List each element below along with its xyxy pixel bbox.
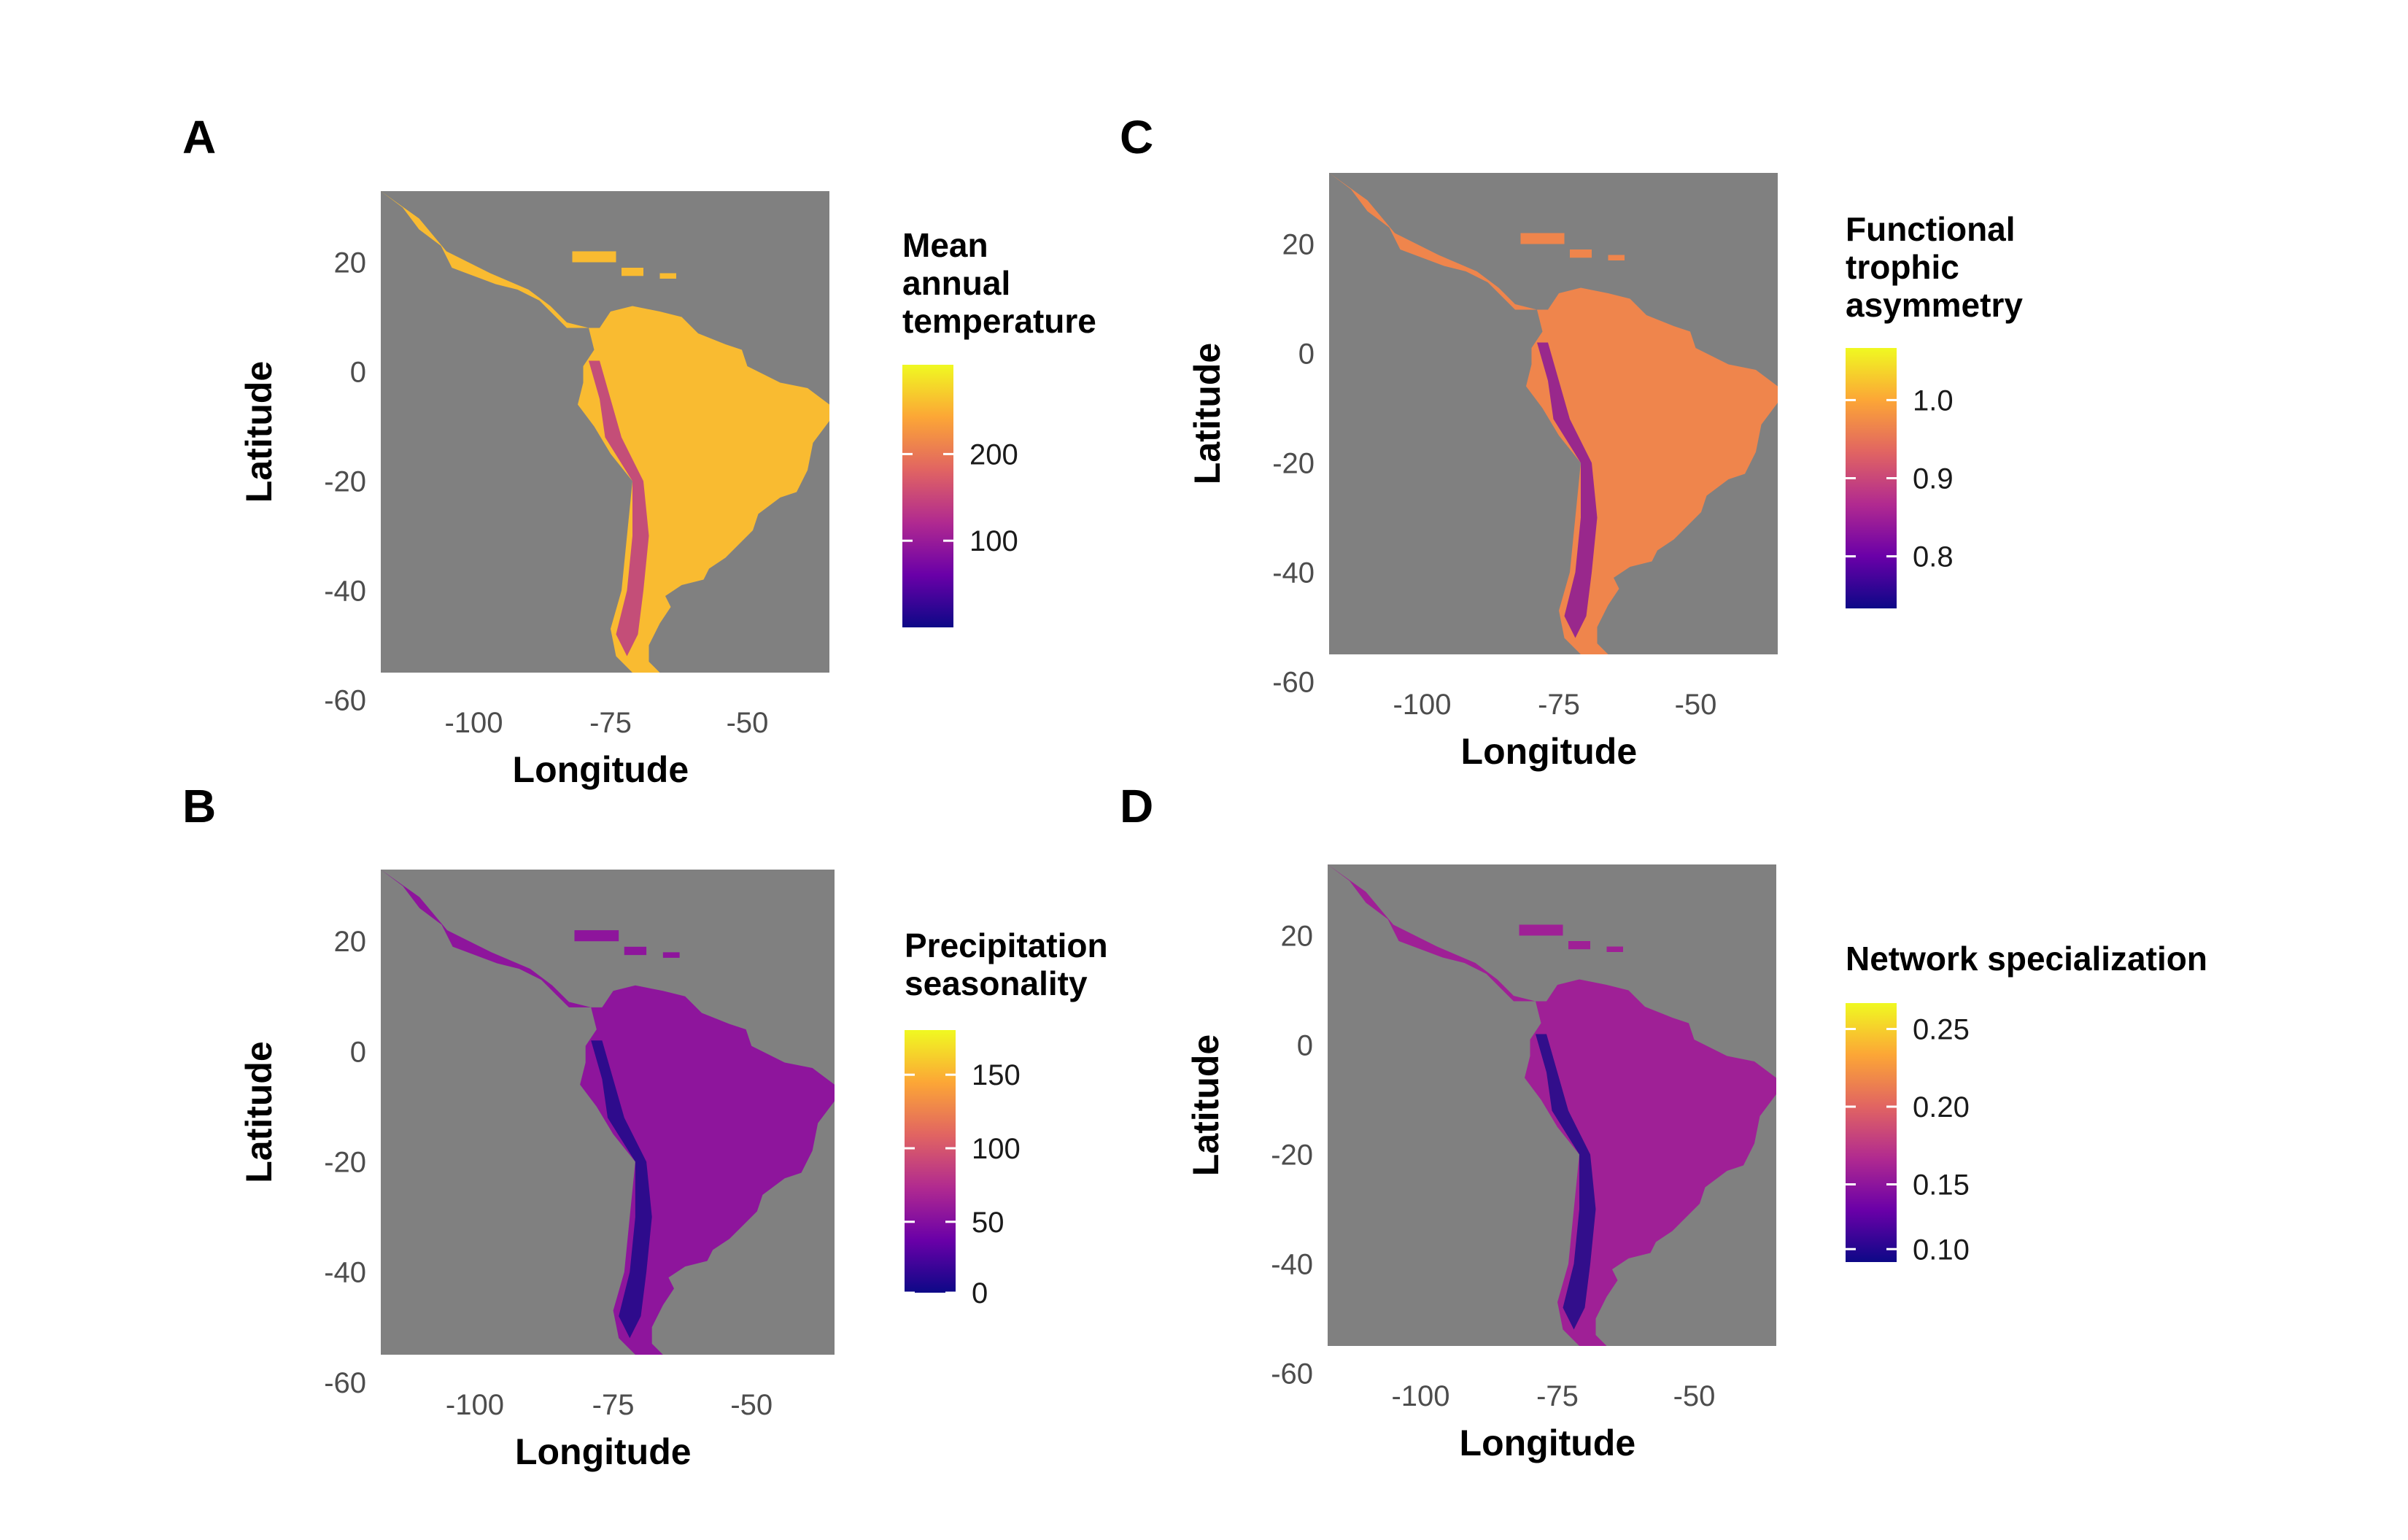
island [622, 268, 643, 276]
island [574, 930, 619, 942]
map-panel-d: D 20 0 -20 -40 -60 -100 -75 -50 Longitude Latitude… [1120, 780, 2207, 1463]
y-tick-label: 0 [1298, 338, 1315, 371]
x-tick-label: -50 [730, 1389, 773, 1421]
x-tick-label: -75 [592, 1389, 635, 1421]
legend-title-line: trophic [1846, 248, 1959, 286]
island [1570, 249, 1592, 258]
legend-title-line: Functional [1846, 210, 2016, 248]
panel-letter: C [1120, 111, 1153, 163]
y-tick-label: -60 [1272, 667, 1315, 699]
colorbar-label: 50 [972, 1207, 1004, 1239]
y-tick-label: -20 [324, 1147, 366, 1179]
y-tick-label: -20 [1271, 1139, 1313, 1172]
colorbar-label: 0.15 [1913, 1169, 1970, 1202]
colorbar-label: 0.10 [1913, 1234, 1970, 1266]
colorbar-label: 0.25 [1913, 1014, 1970, 1046]
y-tick-label: 0 [350, 1036, 366, 1068]
x-axis-title: Longitude [513, 749, 689, 790]
y-tick-label: 20 [1282, 229, 1315, 261]
colorbar-label: 0.8 [1913, 541, 1954, 573]
y-tick-label: 20 [1281, 921, 1314, 953]
x-tick-label: -50 [727, 707, 769, 739]
panel-letter: A [182, 111, 216, 163]
y-tick-label: -40 [1272, 557, 1315, 589]
colorbar-label: 150 [972, 1059, 1021, 1091]
andes-band [1537, 342, 1598, 638]
colorbar [902, 365, 953, 627]
x-tick-label: -75 [589, 707, 632, 739]
island [1608, 255, 1625, 260]
colorbar-label: 0.20 [1913, 1091, 1970, 1123]
y-axis-title: Latitude [1187, 343, 1228, 484]
x-tick-label: -50 [1673, 1380, 1716, 1412]
colorbar-label: 100 [969, 525, 1018, 557]
x-tick-label: -75 [1536, 1380, 1579, 1412]
x-tick-label: -50 [1675, 689, 1717, 721]
y-tick-label: -20 [324, 466, 366, 498]
legend-title-line: annual [902, 264, 1010, 302]
legend-title-line: Network specialization [1846, 940, 2207, 978]
y-tick-label: 20 [334, 247, 367, 279]
y-tick-label: -40 [324, 576, 366, 608]
y-tick-label: -60 [324, 1367, 366, 1399]
island [624, 946, 647, 956]
island [1606, 946, 1623, 952]
y-axis-title: Latitude [239, 361, 279, 503]
island [659, 273, 676, 279]
colorbar-label: 100 [972, 1133, 1021, 1165]
island [572, 251, 616, 263]
colorbar [905, 1030, 956, 1293]
legend-title-line: seasonality [905, 964, 1088, 1002]
map-panel-b: B 20 0 -20 -40 -60 -100 -75 -50 Longitude Latitude… [182, 780, 1108, 1472]
x-axis-title: Longitude [1461, 731, 1638, 772]
andes-band [589, 360, 649, 657]
colorbar-label: 200 [969, 438, 1018, 471]
colorbar-label: 0 [972, 1277, 988, 1309]
x-tick-label: -100 [446, 1389, 504, 1421]
andes-band [591, 1040, 652, 1339]
y-tick-label: -60 [324, 685, 366, 717]
panel-letter: D [1120, 780, 1153, 832]
x-tick-label: -100 [1391, 1380, 1449, 1412]
y-tick-label: 0 [1297, 1030, 1313, 1062]
legend-title-line: Mean [902, 226, 988, 264]
island [662, 952, 680, 958]
y-tick-label: 0 [350, 357, 366, 389]
panel-letter: B [182, 780, 216, 832]
y-tick-label: -60 [1271, 1358, 1313, 1390]
y-tick-label: -40 [1271, 1249, 1313, 1281]
y-tick-label: -40 [324, 1257, 366, 1289]
colorbar-label: 0.9 [1913, 463, 1954, 495]
x-tick-label: -100 [444, 707, 503, 739]
y-tick-label: 20 [334, 926, 367, 958]
y-axis-title: Latitude [1185, 1034, 1226, 1176]
x-axis-title: Longitude [1460, 1423, 1636, 1463]
map-panel-c: C 20 0 -20 -40 -60 -100 -75 -50 Longitude Latitude… [1120, 111, 2023, 772]
island [1520, 233, 1565, 244]
island [1519, 924, 1563, 936]
y-tick-label: -20 [1272, 448, 1315, 480]
x-tick-label: -100 [1393, 689, 1451, 721]
colorbar-label: 1.0 [1913, 384, 1954, 417]
x-tick-label: -75 [1538, 689, 1580, 721]
island [1568, 941, 1590, 950]
colorbar [1846, 1003, 1897, 1262]
y-axis-title: Latitude [239, 1041, 279, 1183]
legend-title-line: Precipitation [905, 926, 1108, 964]
x-axis-title: Longitude [515, 1431, 692, 1472]
legend-title-line: temperature [902, 302, 1096, 340]
legend-title-line: asymmetry [1846, 286, 2023, 324]
andes-band [1536, 1034, 1596, 1330]
